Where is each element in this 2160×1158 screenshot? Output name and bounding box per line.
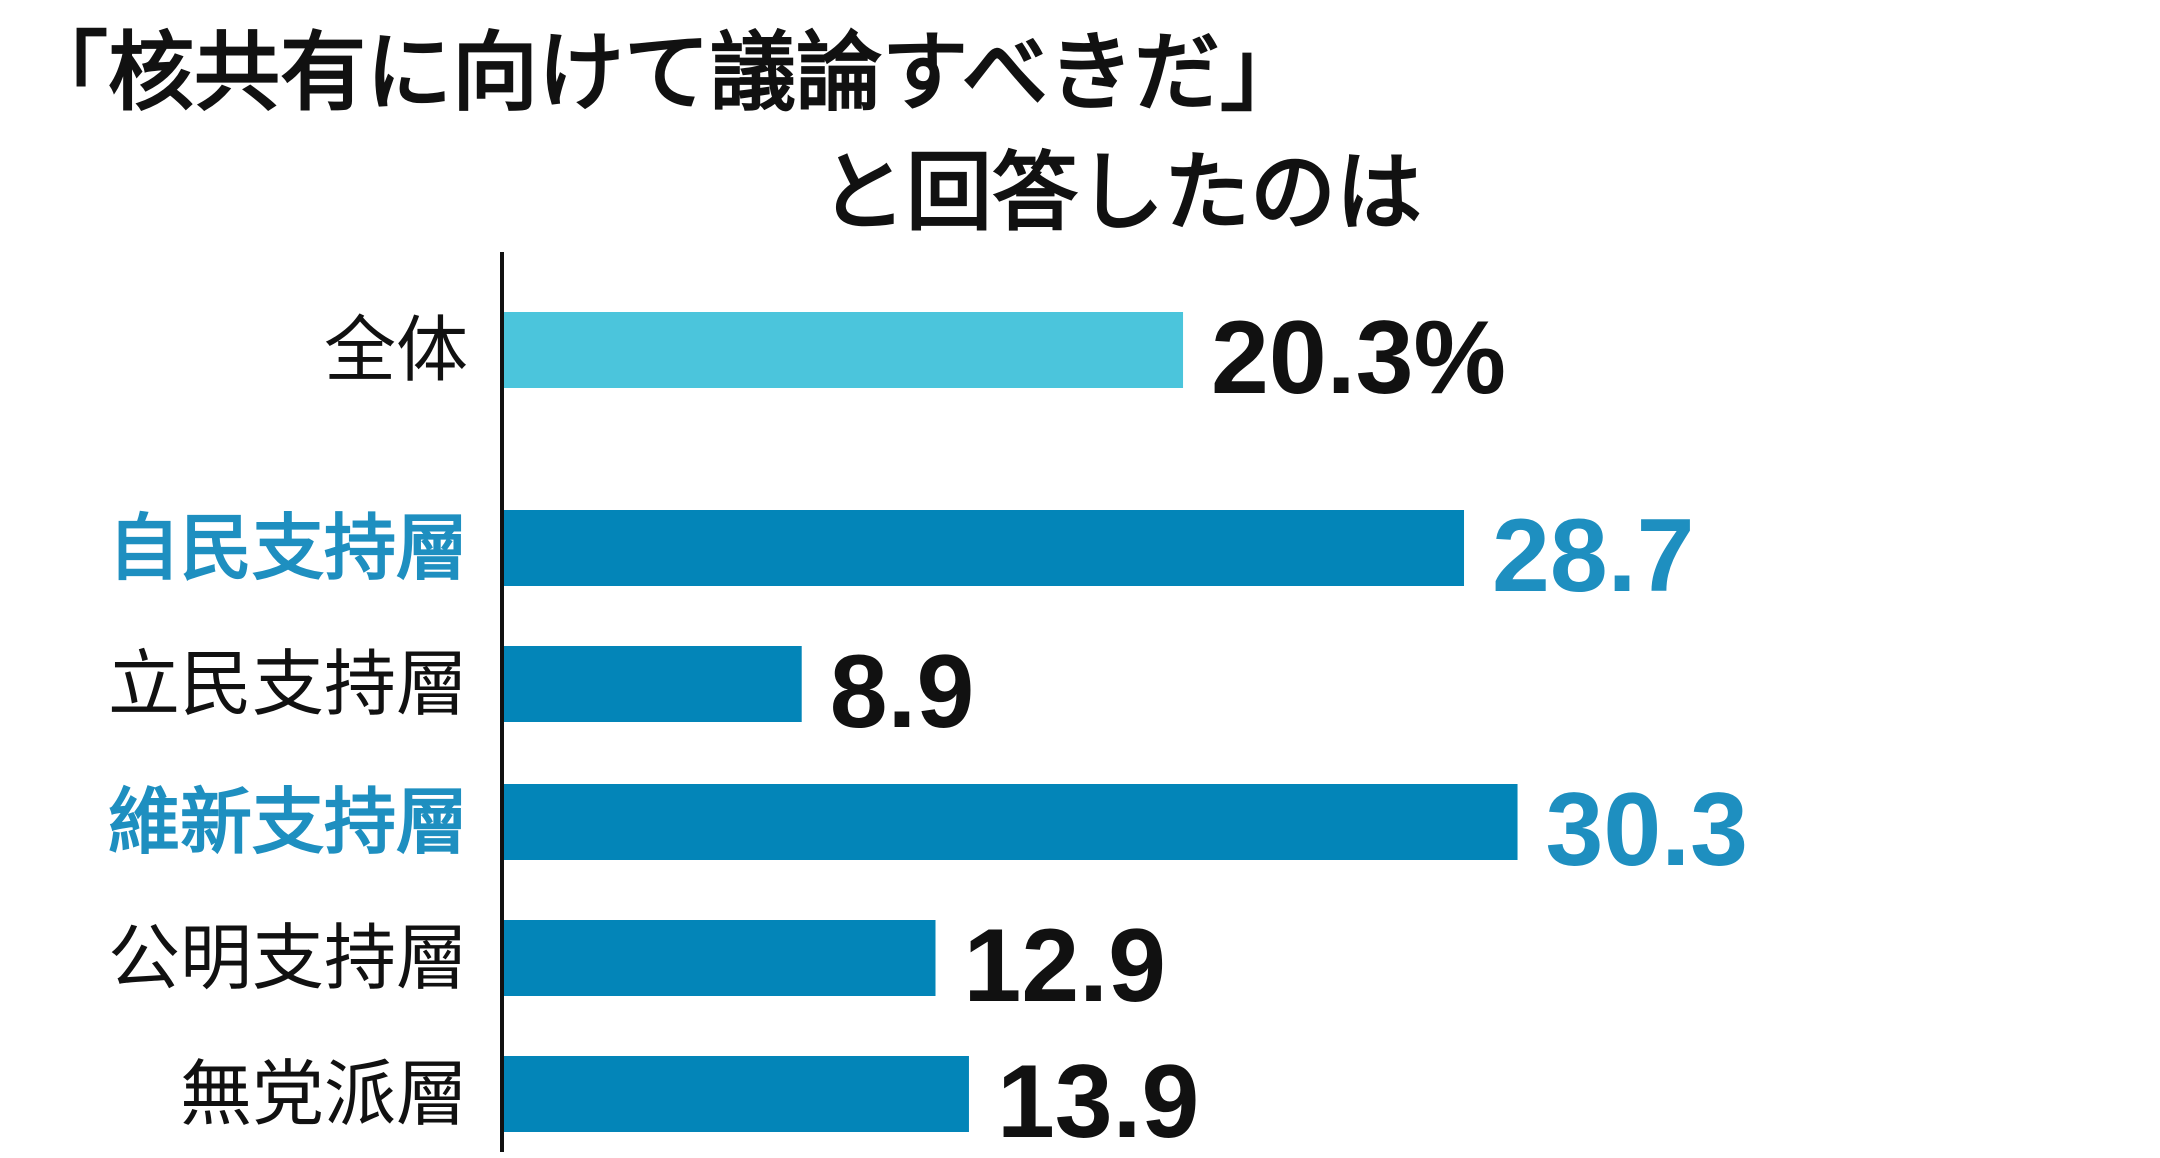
category-label-5: 無党派層 (180, 1052, 468, 1136)
bar-0 (504, 312, 1184, 388)
chart-title-line-2: と回答したのは (820, 143, 1422, 243)
bar-1 (504, 510, 1465, 586)
bar-2 (504, 646, 802, 722)
category-label-1: 自民支持層 (108, 506, 468, 590)
value-label-1: 28.7 (1492, 498, 1694, 614)
bar-5 (504, 1056, 969, 1132)
category-label-2: 立民支持層 (108, 642, 468, 726)
value-label-5: 13.9 (997, 1044, 1199, 1158)
chart-title-line-1: 「核共有に向けて議論すべきだ」 (22, 23, 1306, 123)
value-label-3: 30.3 (1546, 772, 1748, 888)
category-label-3: 維新支持層 (108, 780, 468, 864)
bar-4 (504, 920, 936, 996)
category-label-0: 全体 (324, 308, 468, 392)
value-label-2: 8.9 (830, 634, 975, 750)
bar-3 (504, 784, 1518, 860)
value-label-4: 12.9 (964, 908, 1166, 1024)
category-label-4: 公明支持層 (108, 916, 468, 1000)
value-label-0: 20.3% (1211, 300, 1506, 416)
